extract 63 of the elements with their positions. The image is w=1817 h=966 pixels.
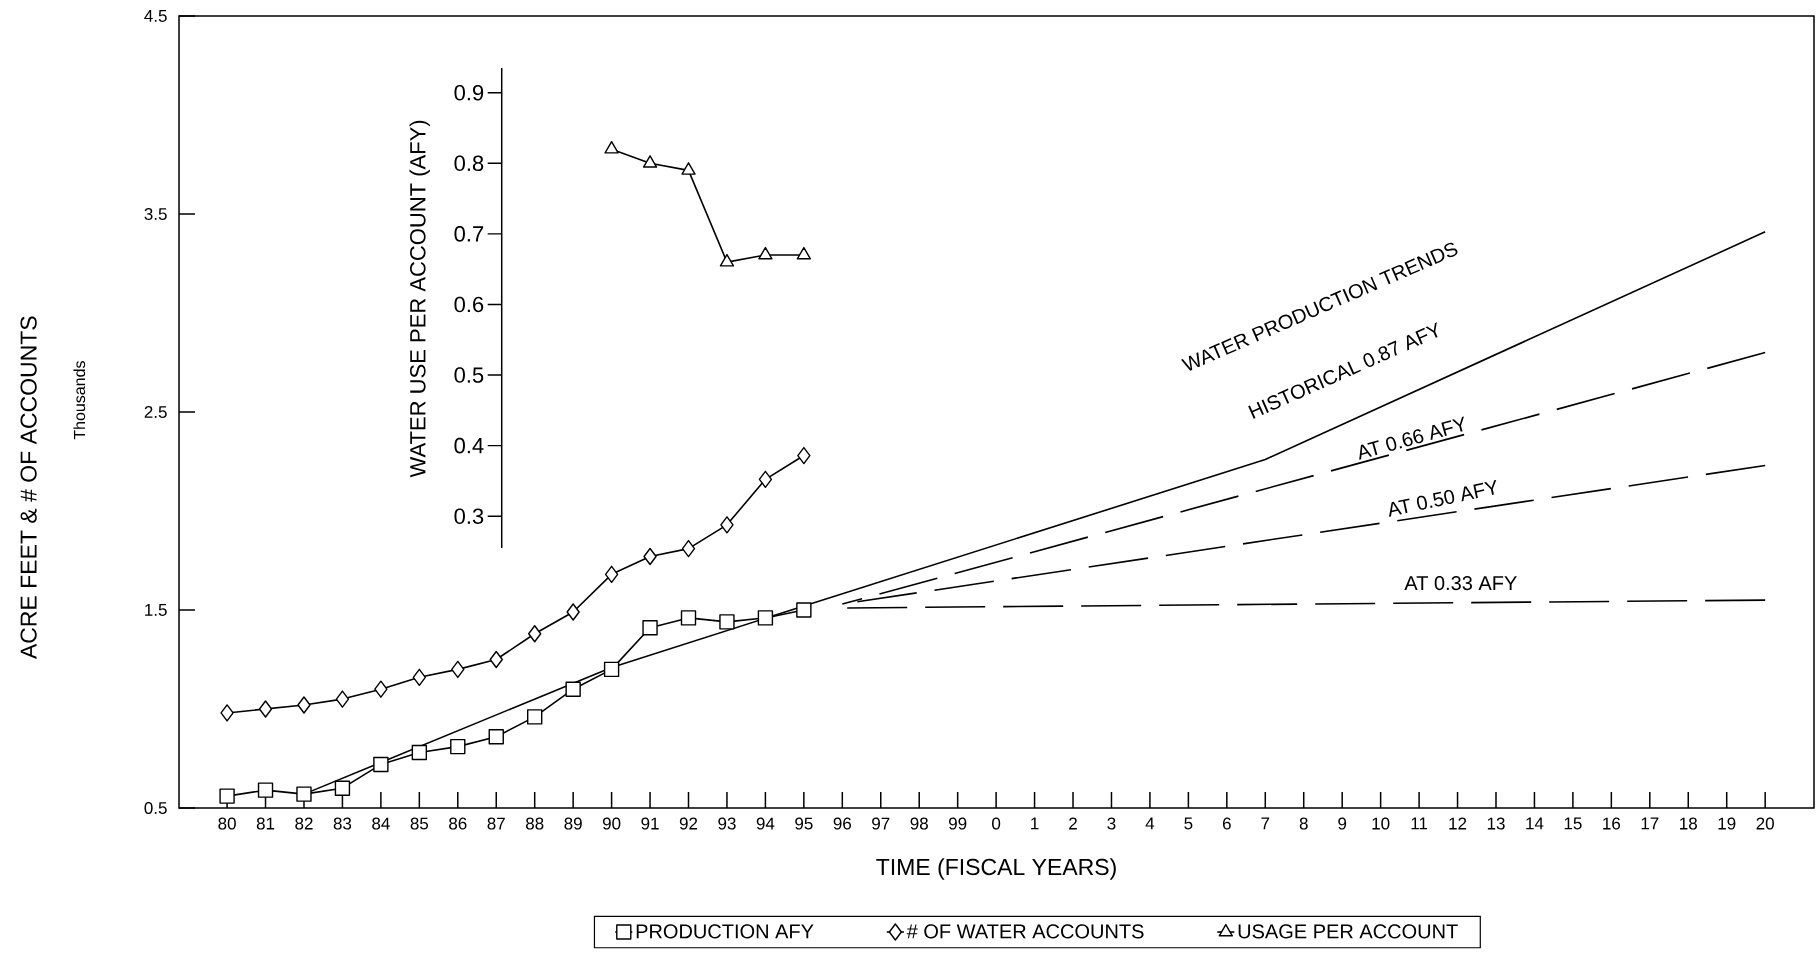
legend-label: USAGE PER ACCOUNT [1238,924,1458,939]
x-tick-label: 2 [1069,817,1077,830]
text: Thousands [73,361,86,440]
x-tick-label: 97 [872,817,890,830]
legend-label: # OF WATER ACCOUNTS [906,924,1144,939]
x-tick-label: 94 [756,817,775,830]
x-tick-label: 98 [910,817,928,830]
annotation: AT 0.66 AFY [1359,416,1464,460]
y-tick-label: 3.5 [144,207,167,221]
x-tick-label: 12 [1449,817,1467,830]
x-tick-label: 11 [1411,817,1428,830]
y2-tick-label: 0.7 [454,226,484,242]
x-tick-label: 93 [718,817,736,830]
x-tick-label: 18 [1680,817,1697,830]
y2-axis-title: WATER USE PER ACCOUNT (AFY) [409,120,430,478]
legend-label: PRODUCTION AFY [636,924,814,939]
x-tick-label: 7 [1261,817,1270,830]
y2-tick-label: 0.4 [454,437,484,454]
x-tick-label: 5 [1184,817,1193,830]
y2-tick-label: 0.3 [454,508,484,525]
x-tick-label: 9 [1338,817,1347,830]
x-tick-label: 16 [1603,817,1621,830]
x-tick-label: 80 [218,817,236,830]
x-tick-label: 6 [1222,817,1231,830]
y-tick-label: 2.5 [144,405,167,419]
x-tick-label: 14 [1526,817,1544,830]
x-tick-label: 84 [372,817,390,830]
y-tick-label: 4.5 [144,10,167,22]
x-tick-label: 87 [487,817,505,830]
x-tick-label: 82 [295,817,313,830]
x-tick-label: 96 [833,817,852,830]
x-axis-title: TIME (FISCAL YEARS) [876,858,1116,880]
x-tick-label: 95 [795,817,813,830]
annotation: AT 0.50 AFY [1389,479,1497,517]
x-tick-label: 88 [525,817,544,830]
x-tick-label: 17 [1641,817,1659,830]
x-tick-label: 15 [1564,817,1582,830]
y2-tick-label: 0.6 [454,296,484,313]
x-tick-label: 86 [449,817,467,830]
x-tick-label: 0 [992,817,1001,830]
y2-tick-label: 0.8 [454,155,484,172]
y2-tick-label: 0.9 [454,84,484,101]
x-tick-label: 92 [679,817,698,830]
y-axis-title: ACRE FEET & # OF ACCOUNTS [20,316,37,660]
x-tick-label: 85 [410,817,429,830]
x-tick-label: 13 [1487,817,1505,830]
y2-tick-label: 0.5 [454,367,484,383]
y-tick-label: 0.5 [144,801,167,815]
x-tick-label: 20 [1756,817,1774,830]
x-tick-label: 8 [1299,817,1308,830]
annotation: AT 0.33 AFY [1404,575,1517,591]
x-tick-label: 90 [602,817,621,830]
x-tick-label: 3 [1107,817,1116,830]
x-tick-label: 1 [1031,817,1039,830]
x-tick-label: 81 [256,817,275,830]
x-tick-label: 10 [1372,817,1390,830]
y-tick-label: 1.5 [145,604,167,616]
x-tick-label: 4 [1145,817,1155,830]
x-tick-label: 19 [1718,817,1736,830]
x-tick-label: 91 [641,817,659,830]
x-tick-label: 89 [564,817,582,830]
x-tick-label: 83 [333,817,352,830]
x-tick-label: 99 [949,817,967,830]
